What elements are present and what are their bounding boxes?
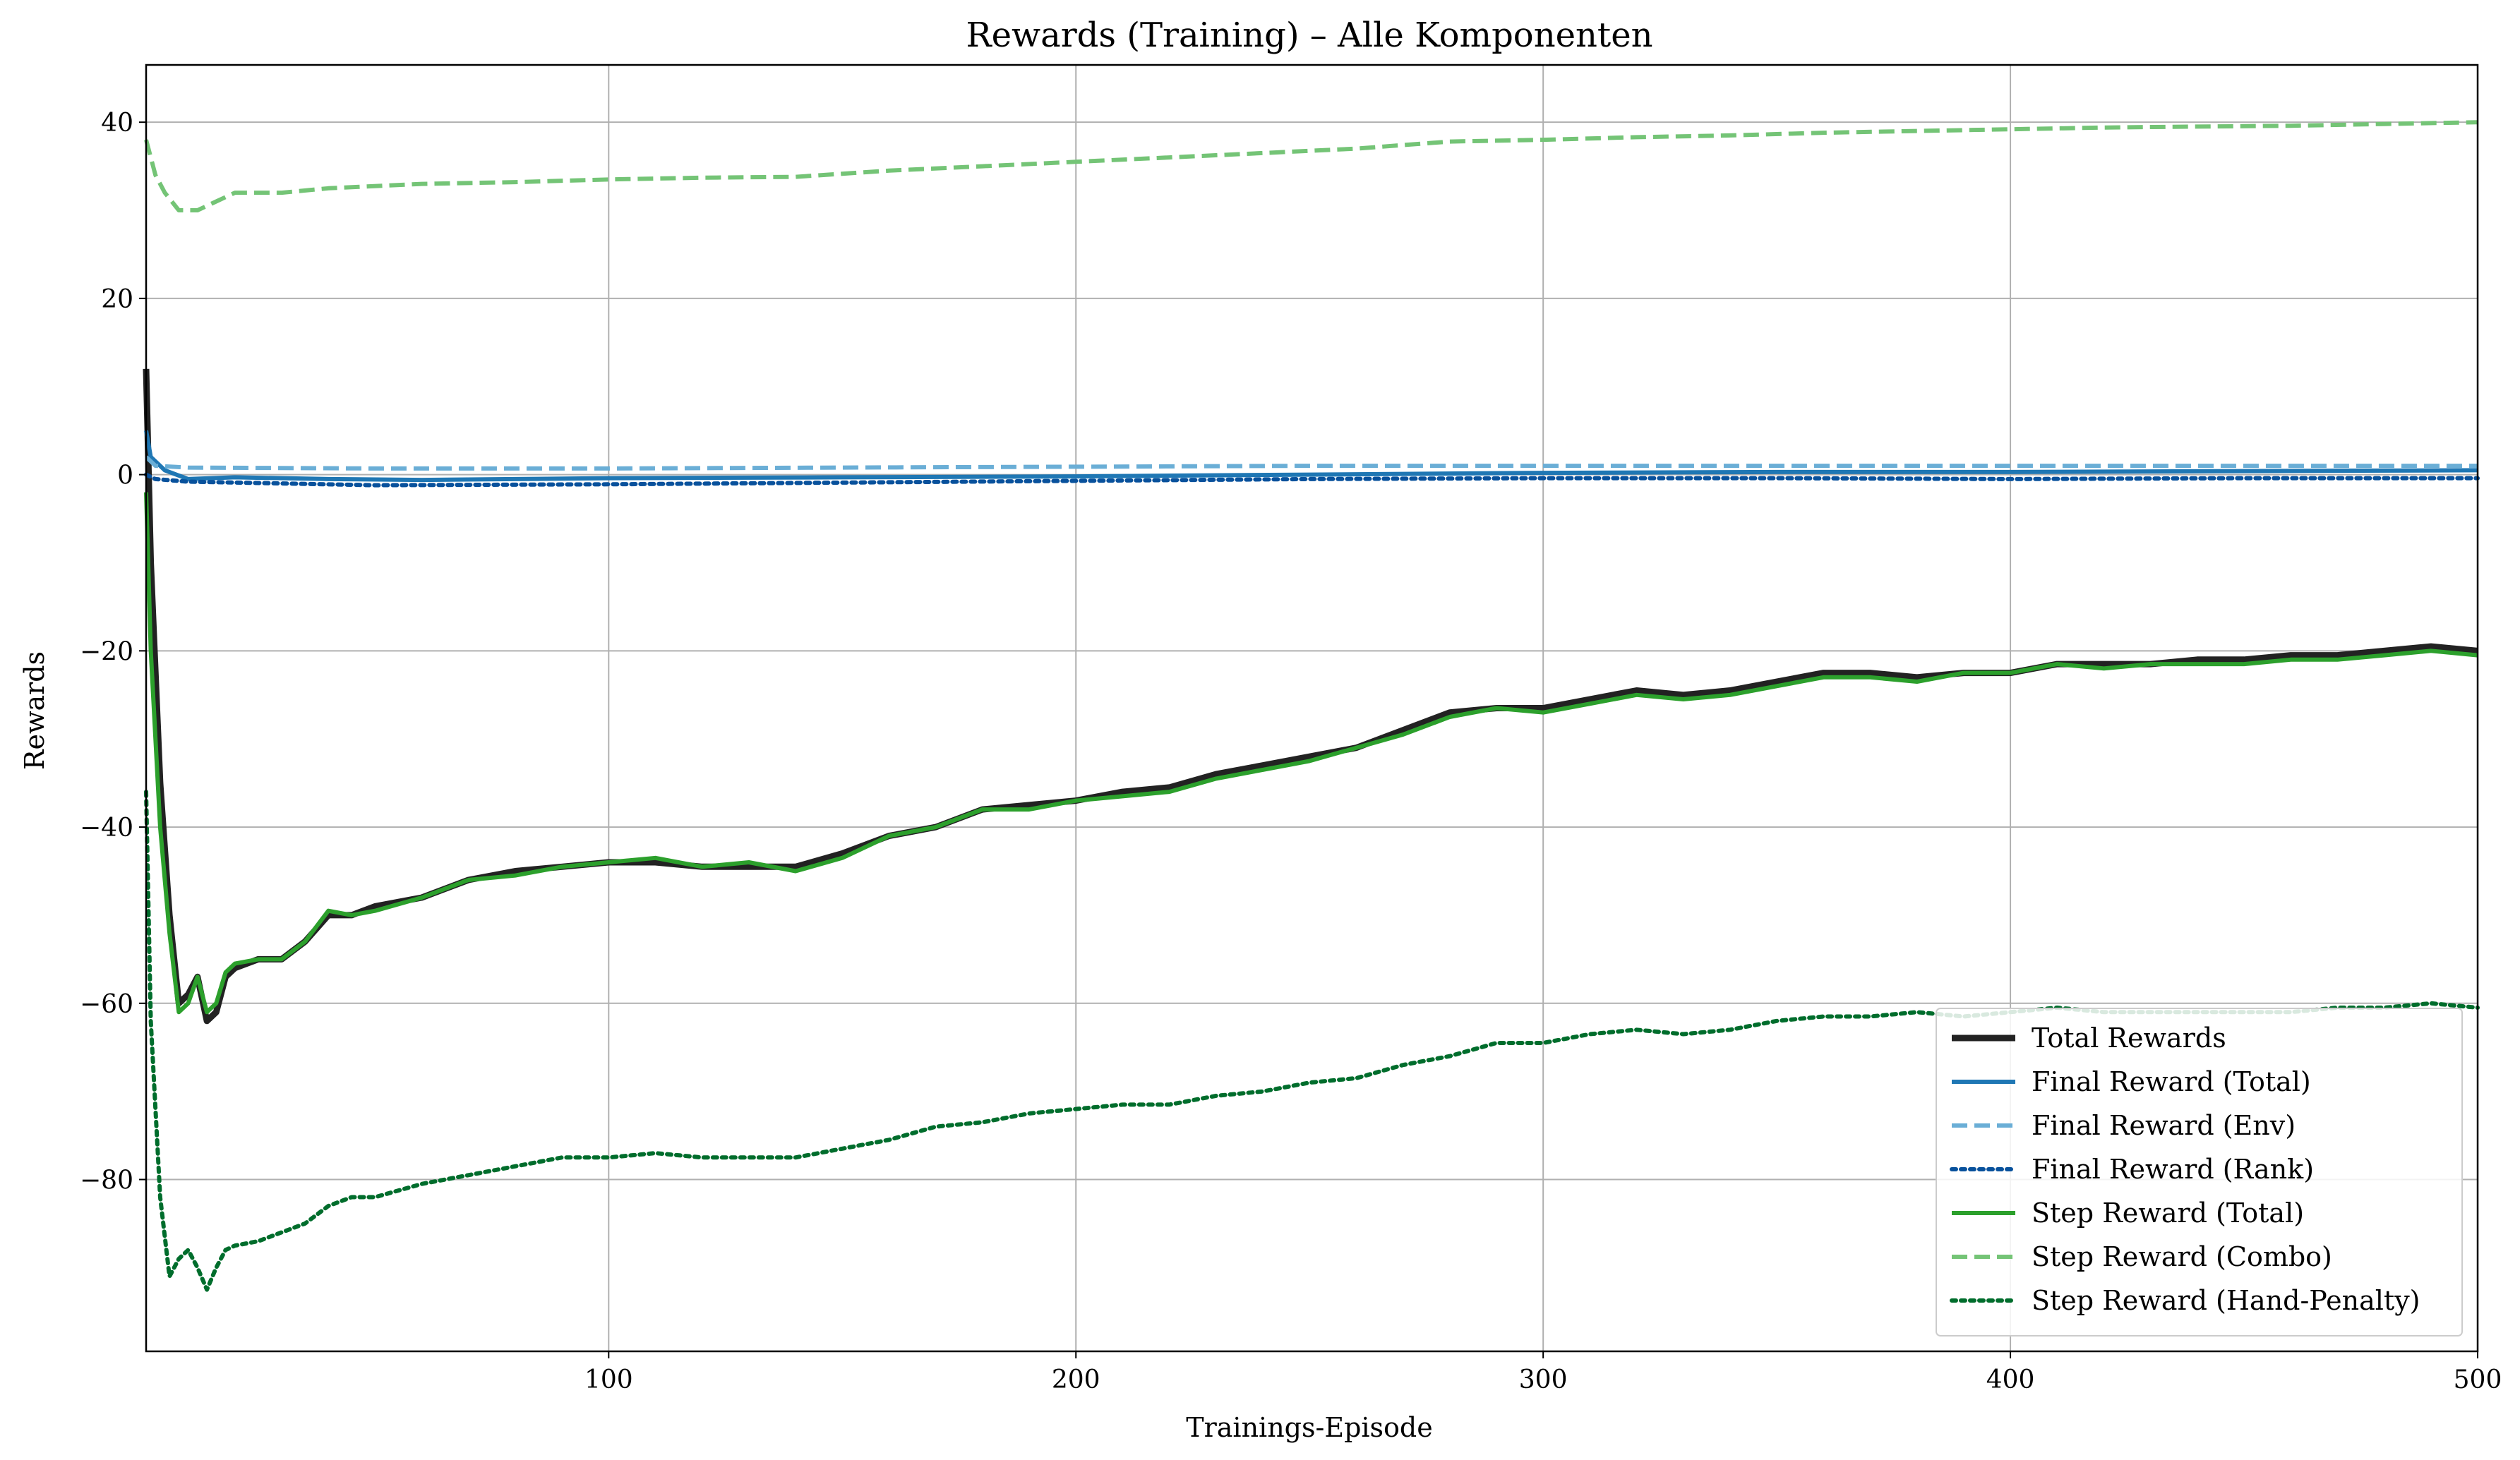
y-tick-label: 40 [101,109,133,138]
y-axis-label: Rewards [19,651,50,770]
legend-box [1936,1008,2463,1337]
y-tick-label: −80 [80,1166,133,1195]
x-tick-label: 100 [584,1365,633,1394]
x-axis-label: Trainings-Episode [1186,1412,1433,1443]
y-tick-label: 0 [117,461,133,490]
y-tick-label: 20 [101,285,133,314]
x-axis-ticks: 100 200 300 400 500 [584,1351,2502,1394]
series-line-final-reward-env [144,455,2478,471]
y-tick-label: −60 [80,990,133,1019]
x-tick-label: 500 [2454,1365,2502,1394]
x-tick-label: 300 [1519,1365,1568,1394]
x-tick-label: 400 [1986,1365,2035,1394]
y-tick-label: −40 [80,814,133,843]
legend-entry-label: Step Reward (Total) [2032,1197,2304,1229]
legend-entry-label: Final Reward (Total) [2032,1066,2311,1097]
y-tick-label: −20 [80,637,133,666]
legend-entry-label: Step Reward (Combo) [2032,1241,2332,1272]
y-axis-ticks: −80 −60 −40 −20 0 20 40 [80,109,146,1195]
series-line-step-reward-combo [144,120,2478,212]
chart-title: Rewards (Training) – Alle Komponenten [966,16,1652,55]
series-line-final-reward-total [144,430,2478,483]
legend-entry-label: Final Reward (Rank) [2032,1154,2314,1185]
x-tick-label: 200 [1052,1365,1100,1394]
legend-entry-label: Total Rewards [2032,1022,2226,1054]
legend-entry-label: Final Reward (Env) [2032,1110,2296,1141]
series-line-final-reward-rank [144,472,2480,488]
series-line-step-reward-total [144,492,2478,1015]
plot-frame [145,64,2479,1353]
legend: Total Rewards Final Reward (Total) Final R… [1936,1008,2463,1337]
legend-entry-label: Step Reward (Hand-Penalty) [2032,1285,2420,1316]
